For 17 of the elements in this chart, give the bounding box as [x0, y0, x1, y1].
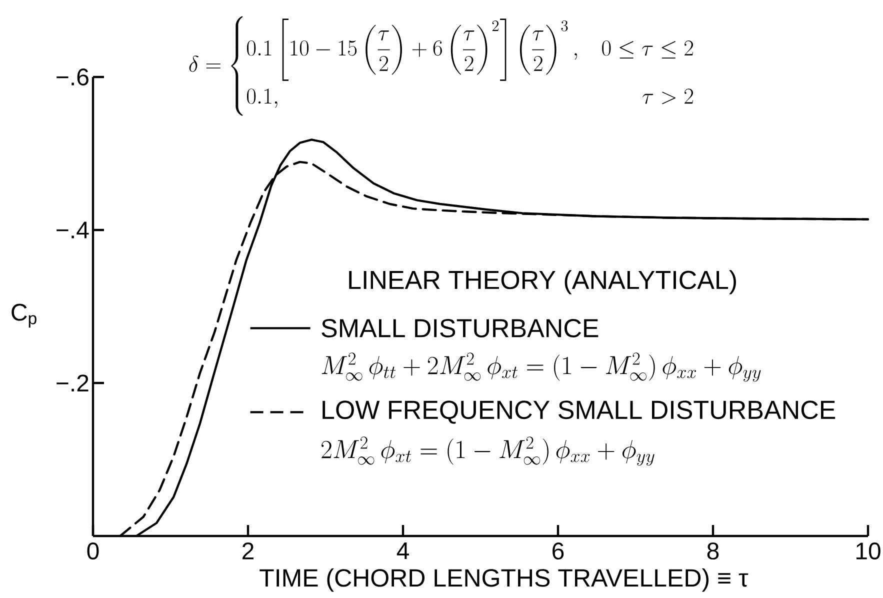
y-axis-title: C$_{p}$	[12, 304, 36, 328]
x-tick-label: 4	[396, 542, 409, 560]
legend-title: LINEAR THEORY (ANALYTICAL)	[349, 270, 736, 294]
legend-label: LOW FREQUENCY SMALL DISTURBANCE	[322, 400, 836, 424]
y-tick-label: −.6	[56, 68, 88, 86]
x-axis-title: TIME (CHORD LENGTHS TRAVELLED) ≡ τ	[260, 568, 748, 592]
annotation: $2M_{\infty}^{2}\,\phi_{xt}=(1-M_{\infty}^{2})\,\phi_{xx}+\phi_{yy}$	[322, 436, 654, 466]
x-tick-label: 6	[552, 542, 564, 560]
y-tick-label: −.2	[56, 374, 88, 392]
legend-label: SMALL DISTURBANCE	[322, 318, 598, 338]
x-tick-label: 8	[707, 542, 719, 560]
x-tick-label: 2	[242, 542, 254, 560]
y-tick-label: −.4	[56, 222, 89, 238]
x-tick-label: 0	[87, 542, 99, 560]
x-tick-label: 10	[856, 542, 880, 560]
chart-title: $\delta=\begin{cases}0.1\left[10-15\left(\dfrac{\tau}{2}\right)+6\left(\dfrac{\tau}{2}\right)^{2}\right]\left(\dfrac{\tau}{2}\right)^{3}, & 0\le\tau\le 2\\ 0.1, & \hfill\tau>2\end{cases}$	[189, 16, 694, 116]
annotation: $M_{\infty}^{2}\,\phi_{tt}+2M_{\infty}^{2}\,\phi_{xt}=(1-M_{\infty}^{2})\,\phi_{xx}+\phi_{yy}$	[322, 352, 761, 382]
